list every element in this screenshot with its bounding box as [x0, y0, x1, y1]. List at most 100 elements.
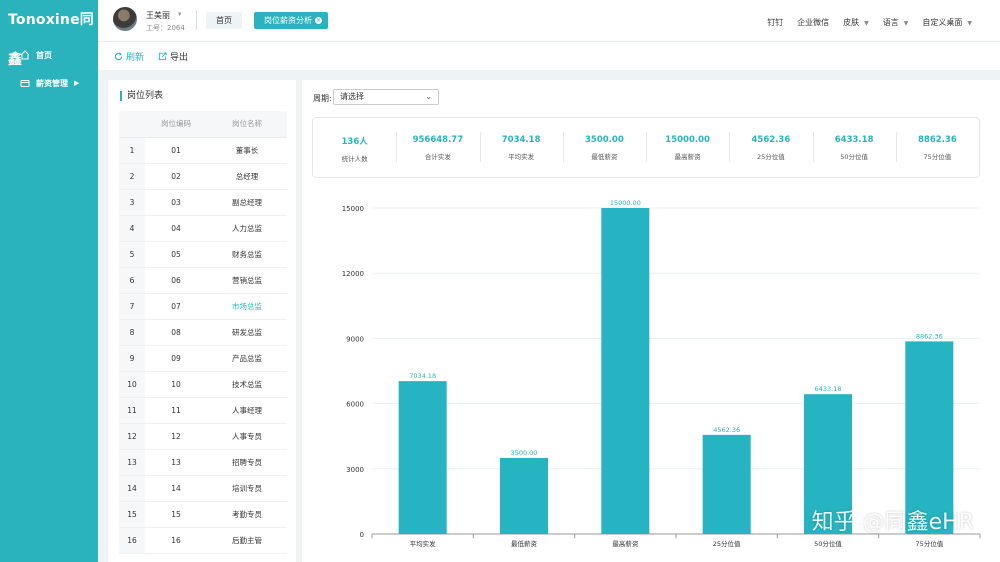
- y-tick-label: 3000: [346, 466, 364, 474]
- x-tick-label: 平均实发: [410, 539, 437, 548]
- stat-value: 7034.18: [501, 135, 541, 145]
- menu-skin[interactable]: 皮肤 ▼: [843, 17, 869, 28]
- table-row[interactable]: 13 13 招聘专员: [119, 449, 287, 476]
- position-code: 15: [145, 501, 207, 528]
- export-label: 导出: [170, 53, 189, 63]
- chevron-right-icon: ▶: [74, 79, 80, 87]
- bar-data-label: 7034.18: [409, 372, 436, 380]
- bar: [601, 208, 650, 534]
- table-row[interactable]: 15 15 考勤专员: [119, 501, 287, 528]
- position-name: 培训专员: [207, 475, 287, 502]
- menu-label: 语言: [882, 18, 899, 27]
- position-code: 06: [145, 267, 207, 294]
- position-code: 12: [145, 423, 207, 450]
- row-index: 13: [119, 449, 145, 476]
- top-menu: 钉钉 企业微信 皮肤 ▼ 语言 ▼ 自定义桌面 ▼: [767, 17, 972, 28]
- stat-label: 75分位值: [923, 153, 952, 161]
- menu-wecom[interactable]: 企业微信: [797, 17, 829, 28]
- avatar[interactable]: [113, 7, 137, 31]
- y-tick-label: 6000: [346, 401, 364, 409]
- export-button[interactable]: 导出: [158, 50, 188, 63]
- period-select[interactable]: 请选择 ⌄: [333, 89, 439, 105]
- stat-value: 3500.00: [585, 135, 624, 145]
- user-name[interactable]: 王美丽: [146, 11, 170, 20]
- stat-label: 25分位值: [756, 153, 785, 161]
- user-id: 工号：2064: [146, 24, 185, 32]
- table-row[interactable]: 6 06 营销总监: [119, 267, 287, 294]
- table-row[interactable]: 10 10 技术总监: [119, 371, 287, 398]
- stat-value: 956648.77: [412, 135, 464, 145]
- menu-custom-desktop[interactable]: 自定义桌面 ▼: [922, 17, 972, 28]
- stat-item: 136人 统计人数: [313, 118, 396, 177]
- column-header-code: 岗位编码: [145, 111, 207, 138]
- divider: [196, 10, 197, 30]
- position-code: 10: [145, 371, 207, 398]
- table-row[interactable]: 12 12 人事专员: [119, 423, 287, 450]
- refresh-button[interactable]: 刷新: [114, 50, 144, 63]
- analysis-panel: 周期: 请选择 ⌄ 136人 统计人数 956648.77 合计实发 7034.18 平均…: [302, 80, 1000, 562]
- position-name: 人力总监: [207, 215, 287, 242]
- close-icon[interactable]: ×: [315, 17, 322, 24]
- position-name: 营销总监: [207, 267, 287, 294]
- stat-item: 4562.36 25分位值: [729, 118, 812, 177]
- sidebar-item-home[interactable]: 首页: [0, 41, 98, 69]
- bar: [905, 341, 954, 534]
- tab-home[interactable]: 首页: [206, 12, 242, 29]
- sidebar-item-salary[interactable]: 薪资管理 ▶: [0, 69, 98, 97]
- table-row[interactable]: 11 11 人事经理: [119, 397, 287, 424]
- position-name: 董事长: [207, 137, 287, 164]
- menu-label: 自定义桌面: [922, 18, 963, 27]
- stat-item: 8862.36 75分位值: [895, 118, 979, 177]
- table-row[interactable]: 8 08 研发总监: [119, 319, 287, 346]
- table-row[interactable]: 14 14 培训专员: [119, 475, 287, 502]
- tab-salary-analysis[interactable]: 岗位薪资分析 ×: [254, 12, 328, 29]
- stat-item: 7034.18 平均实发: [479, 118, 563, 177]
- position-name: 财务总监: [207, 241, 287, 268]
- x-tick-label: 最高薪资: [612, 539, 639, 548]
- row-index: 14: [119, 475, 145, 502]
- position-table: 岗位编码 岗位名称 1 01 董事长 2 02 总经理 3 03 副总经理 4 04 人力总监 5 05 财…: [119, 111, 287, 554]
- caret-down-icon: ▼: [903, 20, 909, 27]
- stat-label: 50分位值: [840, 153, 869, 161]
- table-row[interactable]: 7 07 市场总监: [119, 293, 287, 320]
- period-select-value: 请选择: [340, 92, 364, 101]
- table-row[interactable]: 4 04 人力总监: [119, 215, 287, 242]
- stat-label: 最高薪资: [674, 153, 701, 161]
- position-code: 01: [145, 137, 207, 164]
- row-index: 11: [119, 397, 145, 424]
- table-row[interactable]: 9 09 产品总监: [119, 345, 287, 372]
- row-index: 4: [119, 215, 145, 242]
- bar-data-label: 15000.00: [610, 199, 641, 207]
- stat-item: 6433.18 50分位值: [812, 118, 896, 177]
- row-index: 10: [119, 371, 145, 398]
- menu-label: 钉钉: [767, 18, 784, 27]
- stat-value: 136人: [341, 137, 368, 147]
- x-tick-label: 最低薪资: [511, 539, 538, 548]
- position-code: 05: [145, 241, 207, 268]
- chevron-down-icon[interactable]: ▾: [178, 10, 182, 18]
- table-row[interactable]: 2 02 总经理: [119, 163, 287, 190]
- bar-data-label: 4562.36: [713, 426, 740, 434]
- table-row[interactable]: 5 05 财务总监: [119, 241, 287, 268]
- top-bar: 王美丽 ▾ 工号：2064 首页 岗位薪资分析 × 钉钉 企业微信 皮肤 ▼ 语言 ▼…: [98, 0, 1000, 42]
- chevron-down-icon: ⌄: [425, 92, 432, 101]
- caret-down-icon: ▼: [864, 20, 869, 27]
- sidebar-item-label: 首页: [36, 50, 52, 60]
- position-name: 总经理: [207, 163, 287, 190]
- stat-label: 合计实发: [424, 153, 451, 161]
- row-index: 8: [119, 319, 145, 346]
- app-logo: Tonoxine同鑫: [8, 12, 94, 68]
- menu-dingtalk[interactable]: 钉钉: [767, 17, 783, 28]
- menu-language[interactable]: 语言 ▼: [883, 17, 909, 28]
- table-row[interactable]: 1 01 董事长: [119, 137, 287, 164]
- position-name: 市场总监: [207, 293, 287, 320]
- y-tick-label: 9000: [346, 335, 364, 343]
- table-row[interactable]: 3 03 副总经理: [119, 189, 287, 216]
- table-row[interactable]: 16 16 后勤主管: [119, 527, 287, 554]
- row-index: 5: [119, 241, 145, 268]
- position-code: 16: [145, 527, 207, 554]
- refresh-label: 刷新: [126, 53, 145, 63]
- row-index: 2: [119, 163, 145, 190]
- stat-label: 平均实发: [508, 153, 535, 161]
- stat-item: 15000.00 最高薪资: [646, 118, 729, 177]
